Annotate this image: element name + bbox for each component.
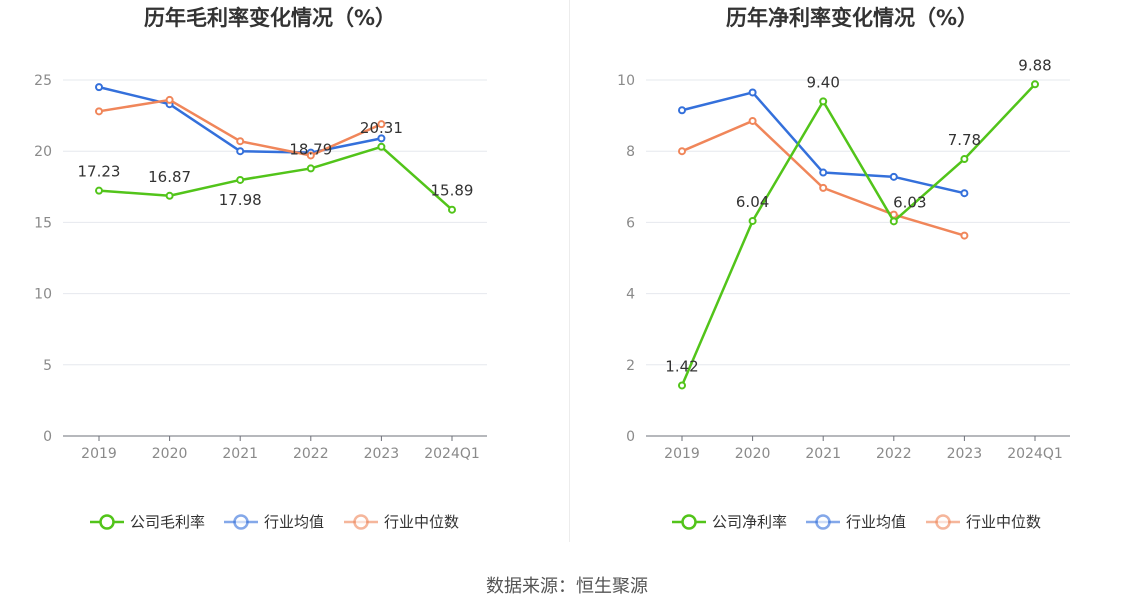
- net-margin-chart: 历年净利率变化情况（%） 0 2 4 6 8 10 2019 2020 2021 2022 2023 2…: [617, 6, 1070, 531]
- legend-item[interactable]: 行业均值: [224, 513, 324, 531]
- data-point[interactable]: [236, 147, 245, 156]
- data-point[interactable]: [748, 88, 757, 97]
- x-tick-label: 2021: [805, 446, 841, 462]
- legend-label: 行业中位数: [384, 513, 459, 531]
- data-point[interactable]: [889, 172, 898, 181]
- legend-marker-icon: [681, 514, 697, 530]
- legend-marker-icon: [815, 514, 831, 530]
- data-point[interactable]: [165, 95, 174, 104]
- data-point[interactable]: [678, 106, 686, 115]
- data-point[interactable]: [95, 186, 103, 195]
- y-tick-label: 8: [626, 144, 635, 160]
- data-point[interactable]: [819, 97, 828, 106]
- legend-item[interactable]: 行业中位数: [344, 513, 459, 531]
- legend-item[interactable]: 行业中位数: [926, 513, 1041, 531]
- legend-marker-icon: [353, 514, 369, 530]
- data-point[interactable]: [95, 83, 103, 92]
- x-tick-label: 2024Q1: [1007, 446, 1063, 462]
- data-point[interactable]: [306, 164, 315, 173]
- data-label: 17.98: [219, 191, 262, 209]
- data-point[interactable]: [889, 217, 898, 226]
- legend-label: 行业中位数: [966, 513, 1041, 531]
- legend-label: 公司毛利率: [130, 513, 205, 531]
- legend-marker-icon: [935, 514, 951, 530]
- y-tick-label: 10: [617, 73, 635, 89]
- data-point[interactable]: [748, 116, 757, 125]
- data-point[interactable]: [95, 107, 103, 116]
- data-point[interactable]: [377, 120, 386, 129]
- x-tick-label: 2019: [664, 446, 700, 462]
- y-tick-label: 2: [626, 358, 635, 374]
- x-tick-label: 2022: [876, 446, 912, 462]
- data-point[interactable]: [960, 189, 969, 198]
- chart-title: 历年净利率变化情况（%）: [726, 6, 978, 30]
- legend-label: 行业均值: [846, 513, 906, 531]
- data-label: 1.42: [665, 357, 698, 375]
- data-point[interactable]: [377, 142, 386, 151]
- data-point[interactable]: [819, 168, 828, 177]
- legend-item[interactable]: 公司毛利率: [90, 513, 205, 531]
- data-label: 16.87: [148, 168, 191, 186]
- data-point[interactable]: [236, 175, 245, 184]
- data-point[interactable]: [165, 191, 174, 200]
- y-tick-label: 0: [626, 429, 635, 445]
- x-tick-label: 2023: [947, 446, 983, 462]
- legend-marker-icon: [233, 514, 249, 530]
- data-point[interactable]: [448, 205, 456, 214]
- data-point[interactable]: [1031, 80, 1039, 89]
- legend-label: 行业均值: [264, 513, 324, 531]
- data-point[interactable]: [960, 155, 969, 164]
- data-point[interactable]: [377, 134, 386, 143]
- legend-marker-icon: [99, 514, 115, 530]
- data-label: 6.03: [893, 193, 926, 211]
- y-tick-label: 25: [34, 73, 52, 89]
- x-tick-label: 2019: [81, 446, 117, 462]
- x-tick-label: 2024Q1: [424, 446, 480, 462]
- data-label: 15.89: [431, 182, 474, 200]
- series-line: [681, 119, 965, 237]
- legend-label: 公司净利率: [712, 513, 787, 531]
- x-tick-label: 2023: [364, 446, 400, 462]
- x-tick-label: 2021: [222, 446, 258, 462]
- y-tick-label: 15: [34, 215, 52, 231]
- legend-item[interactable]: 行业均值: [806, 513, 906, 531]
- data-label: 7.78: [948, 131, 981, 149]
- y-tick-label: 6: [626, 215, 635, 231]
- chart-title: 历年毛利率变化情况（%）: [144, 6, 396, 30]
- data-label: 9.88: [1018, 56, 1051, 74]
- x-tick-label: 2020: [735, 446, 771, 462]
- y-tick-label: 5: [43, 358, 52, 374]
- data-point[interactable]: [306, 151, 315, 160]
- data-label: 18.79: [289, 140, 332, 158]
- data-point[interactable]: [819, 183, 828, 192]
- series-line: [680, 83, 1036, 386]
- data-point[interactable]: [748, 216, 757, 225]
- data-label: 20.31: [360, 119, 403, 137]
- y-tick-label: 0: [43, 429, 52, 445]
- source-note: 数据来源：恒生聚源: [486, 576, 648, 597]
- gross-margin-chart: 历年毛利率变化情况（%） 0 5 10 15 20 25 2019 2020 2021 2022 20…: [34, 6, 487, 531]
- data-label: 17.23: [78, 163, 121, 181]
- data-point[interactable]: [960, 231, 969, 240]
- x-tick-label: 2022: [293, 446, 329, 462]
- y-tick-label: 10: [34, 287, 52, 303]
- legend-item[interactable]: 公司净利率: [672, 513, 787, 531]
- series-line: [681, 91, 965, 195]
- data-label: 9.40: [806, 73, 839, 91]
- data-point[interactable]: [678, 381, 686, 390]
- data-point[interactable]: [678, 147, 686, 156]
- data-point[interactable]: [236, 137, 245, 146]
- series-line: [98, 145, 453, 211]
- y-tick-label: 4: [626, 287, 635, 303]
- x-tick-label: 2020: [152, 446, 188, 462]
- y-tick-label: 20: [34, 144, 52, 160]
- data-label: 6.04: [736, 193, 769, 211]
